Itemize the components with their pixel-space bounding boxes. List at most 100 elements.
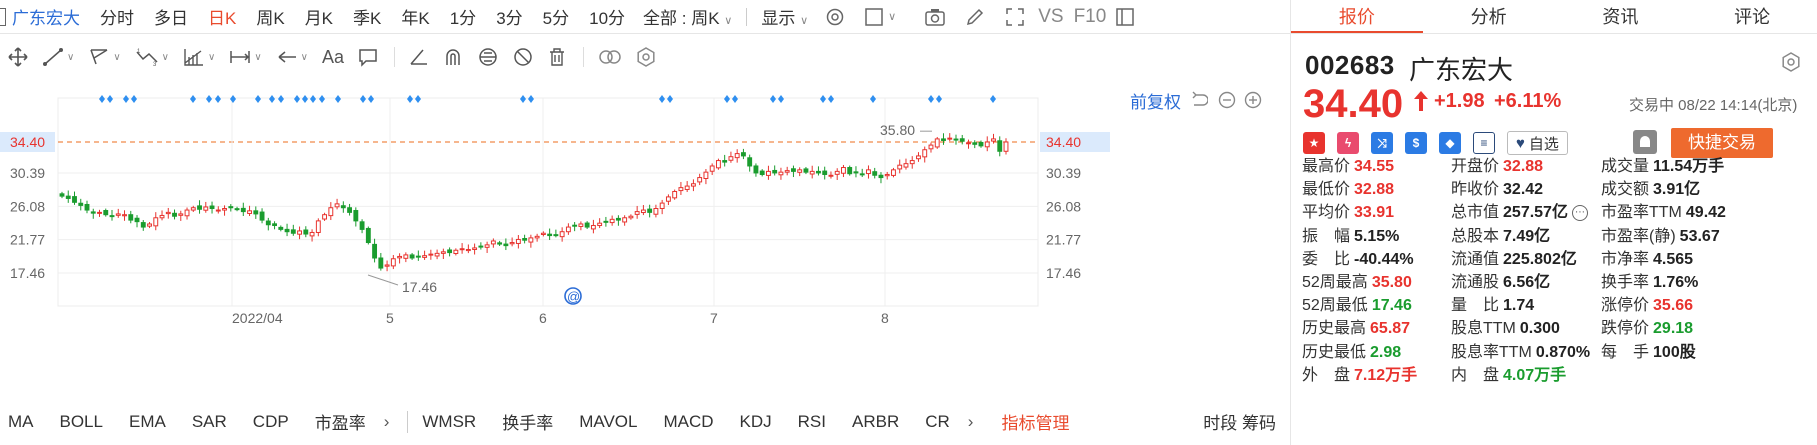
undo-icon[interactable] [1190, 91, 1209, 114]
candle-body [397, 255, 403, 259]
dollar-icon[interactable]: $ [1405, 132, 1427, 154]
indicator-cr[interactable]: CR [925, 411, 950, 431]
chart-canvas[interactable]: 34.40 34.40 30.39 30.39 26.08 26.08 21.77 21.77… [0, 80, 1290, 400]
period-monthly-k[interactable]: 月K [304, 9, 334, 28]
candle-body [959, 138, 965, 142]
bell-icon[interactable] [1633, 130, 1657, 154]
tab-analysis[interactable]: 分析 [1470, 7, 1507, 27]
text-tool-icon[interactable]: Aa [321, 46, 344, 67]
candle-body [772, 169, 778, 174]
lock-drawing-icon[interactable] [477, 42, 499, 72]
period-5min[interactable]: 5分 [542, 9, 570, 28]
vs-button[interactable]: VS [1038, 5, 1064, 27]
period-3min[interactable]: 3分 [496, 9, 523, 28]
tab-quote[interactable]: 报价 [1291, 0, 1423, 33]
indicator-wmsr[interactable]: WMSR [422, 411, 477, 431]
stat-label: 52周最高 [1302, 274, 1368, 291]
indicator-cdp[interactable]: CDP [252, 411, 289, 431]
line-tool-icon[interactable]: ∨ [42, 42, 74, 72]
period-daily-k[interactable]: 日K [208, 9, 237, 28]
zoom-in-icon[interactable] [1244, 91, 1262, 114]
more-info-icon[interactable]: ⋯ [1571, 205, 1588, 222]
session-chips-button[interactable]: 时段 筹码 [1203, 414, 1276, 433]
indicator-rsi[interactable]: RSI [797, 411, 826, 431]
candle-body [640, 209, 646, 214]
adjust-restore-button[interactable]: 前复权 [1130, 93, 1181, 112]
range-select[interactable]: 全部 : 周K ∨ [643, 4, 732, 29]
magnet-icon[interactable] [443, 42, 463, 72]
indicator-kdj[interactable]: KDJ [739, 411, 772, 431]
chevron-down-icon: ∨ [67, 51, 75, 63]
info-marker-icon[interactable] [564, 287, 582, 305]
gear-icon[interactable] [1781, 52, 1801, 77]
stat-c2-9: 内 盘 4.07万手 [1451, 361, 1566, 385]
angle-tool-icon[interactable] [409, 42, 429, 72]
notes-icon[interactable]: ≡ [1473, 132, 1495, 154]
chevron-right-icon[interactable]: › [383, 411, 390, 431]
indicator-arbr[interactable]: ARBR [852, 411, 900, 431]
tab-comments[interactable]: 评论 [1734, 7, 1771, 27]
trash-icon[interactable] [547, 42, 567, 72]
tab-news[interactable]: 资讯 [1602, 7, 1639, 27]
indicator-sar[interactable]: SAR [191, 411, 227, 431]
hide-drawing-icon[interactable] [513, 42, 533, 72]
candle-body [941, 138, 946, 141]
wave-tool-icon[interactable]: 1 3 ∨ [135, 42, 169, 72]
display-menu[interactable]: 显示 ∨ [761, 4, 808, 29]
candle-body [465, 248, 471, 252]
pencil-icon[interactable] [962, 4, 988, 30]
indicator-turnover[interactable]: 换手率 [502, 414, 554, 433]
add-watchlist-button[interactable]: ♥ 自选 [1507, 131, 1568, 155]
period-10min[interactable]: 10分 [589, 9, 626, 28]
indicator-ma[interactable]: MA [8, 411, 34, 431]
fullscreen-icon[interactable] [1002, 4, 1028, 30]
period-weekly-k[interactable]: 周K [256, 9, 285, 28]
indicator-boll[interactable]: BOLL [59, 411, 103, 431]
comment-tool-icon[interactable] [358, 42, 378, 72]
y-tick-label-right: 21.77 [1046, 232, 1081, 248]
camera-icon[interactable] [922, 4, 948, 30]
event-diamond-icon [335, 95, 341, 103]
chart-settings-icon[interactable] [636, 42, 656, 72]
price-tag-left [0, 132, 55, 152]
quick-trade-button[interactable]: 快捷交易 [1671, 128, 1773, 158]
chevron-down-icon[interactable]: ∨ [888, 11, 897, 23]
panel-toggle-icon[interactable] [1112, 4, 1138, 30]
period-yearly-k[interactable]: 年K [401, 9, 430, 28]
f10-button[interactable]: F10 [1073, 5, 1107, 27]
candle-body [72, 196, 77, 203]
settings-gear-icon[interactable] [822, 4, 848, 30]
period-1min[interactable]: 1分 [449, 9, 477, 28]
hk-connect-icon[interactable]: ϟ [1337, 132, 1359, 154]
arrow-tool-icon[interactable]: ∨ [276, 42, 308, 72]
event-diamond-icon [215, 95, 221, 103]
period-multi-day[interactable]: 多日 [154, 9, 188, 28]
indicator-pe[interactable]: 市盈率 [314, 414, 366, 433]
indicator-management-button[interactable]: 指标管理 [1001, 414, 1070, 433]
tag-icon[interactable]: ◆ [1439, 132, 1461, 154]
compare-icon[interactable] [598, 42, 622, 72]
indicator-mavol[interactable]: MAVOL [579, 411, 638, 431]
move-cross-icon[interactable] [8, 42, 28, 72]
candle-body [584, 222, 590, 228]
period-quarterly-k[interactable]: 季K [353, 9, 382, 28]
indicator-ema[interactable]: EMA [128, 411, 166, 431]
color-square-icon[interactable] [862, 4, 888, 30]
period-intraday[interactable]: 分时 [100, 9, 134, 28]
candle-body [578, 223, 584, 227]
zoom-out-icon[interactable] [1218, 91, 1236, 114]
shuffle-icon[interactable]: ⤨ [1371, 132, 1393, 154]
indicator-macd[interactable]: MACD [663, 411, 714, 431]
sidebar-toggle-icon[interactable] [0, 7, 6, 26]
candle-body [647, 208, 653, 213]
measure-tool-icon[interactable]: ∨ [229, 42, 262, 72]
candle-body [722, 160, 728, 163]
stock-name-link[interactable]: 广东宏大 [12, 9, 80, 28]
fib-tool-icon[interactable]: ∨ [183, 42, 215, 72]
channel-tool-icon[interactable]: ∨ [88, 42, 121, 72]
price-change: +1.98 [1434, 90, 1485, 112]
candlestick-chart[interactable]: 34.40 34.40 30.39 30.39 26.08 26.08 21.77 21.77… [0, 80, 1290, 400]
chevron-right-icon[interactable]: › [967, 411, 974, 431]
stat-c2-3: 总股本 7.49亿 [1451, 222, 1550, 246]
stat-c3-3: 市盈率(静) 53.67 [1601, 222, 1720, 246]
